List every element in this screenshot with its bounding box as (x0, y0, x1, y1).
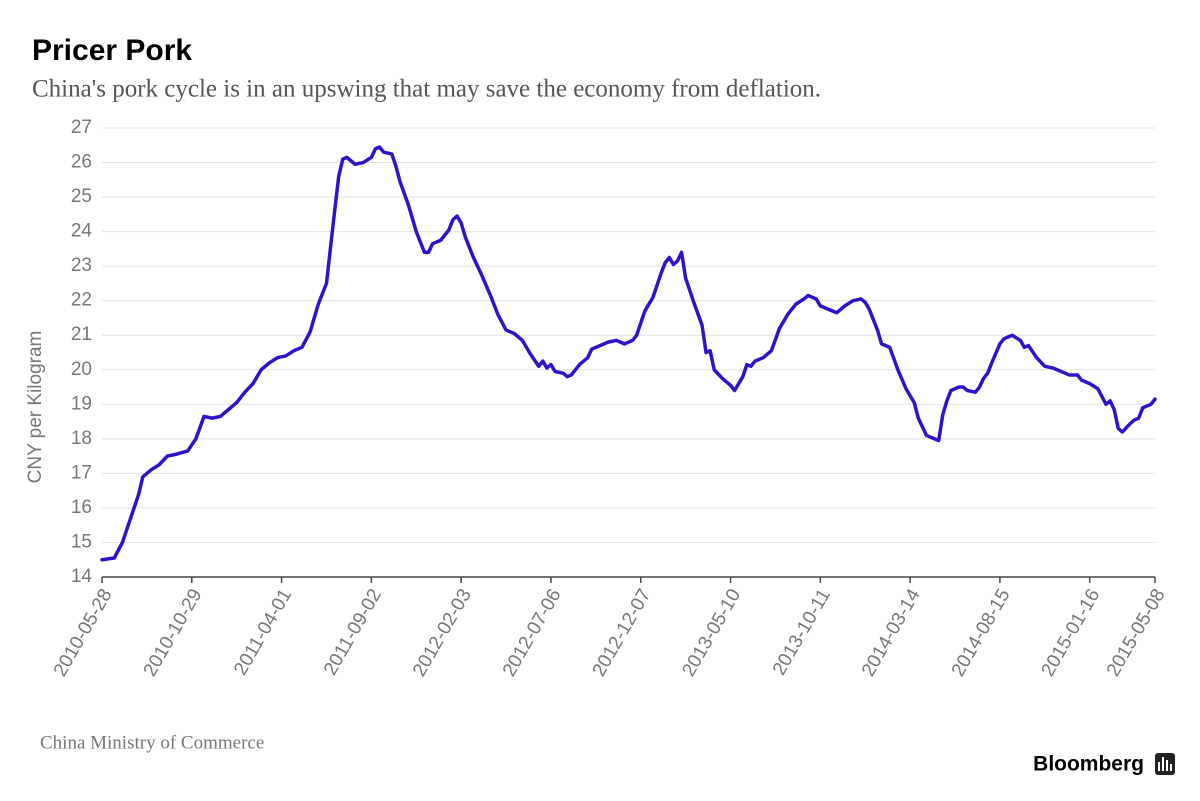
chart-title: Pricer Pork (32, 34, 192, 67)
x-tick-label: 2014-08-15 (948, 586, 1015, 681)
x-tick-label: 2011-09-02 (320, 586, 386, 679)
x-tick-label: 2013-10-11 (769, 586, 835, 679)
x-tick-label: 2015-05-08 (1103, 586, 1170, 681)
y-tick-label: 20 (71, 359, 92, 380)
y-tick-label: 24 (71, 221, 93, 242)
y-axis-title: CNY per Kilogram (25, 331, 46, 484)
chart-subtitle: China's pork cycle is in an upswing that… (32, 76, 821, 103)
y-tick-label: 16 (71, 497, 92, 518)
y-tick-label: 23 (71, 255, 92, 276)
y-tick-label: 15 (71, 531, 92, 552)
y-tick-label: 27 (71, 117, 92, 138)
y-tick-label: 17 (71, 462, 92, 483)
x-tick-label: 2015-01-16 (1038, 586, 1105, 681)
x-tick-label: 2012-07-06 (499, 586, 566, 681)
y-tick-label: 14 (71, 566, 93, 587)
source: China Ministry of Commerce (40, 732, 264, 753)
x-tick-label: 2011-04-01 (230, 586, 296, 679)
x-tick-label: 2014-03-14 (858, 585, 925, 680)
x-tick-label: 2013-05-10 (678, 586, 745, 681)
brand-icon (1155, 753, 1175, 775)
y-tick-label: 22 (71, 290, 92, 311)
y-tick-label: 19 (71, 393, 92, 414)
x-tick-label: 2010-10-29 (140, 586, 207, 681)
x-tick-label: 2012-02-03 (409, 586, 476, 681)
brand: Bloomberg (1033, 753, 1144, 776)
y-tick-label: 26 (71, 152, 92, 173)
line (100, 145, 1157, 562)
y-tick-label: 25 (71, 186, 92, 207)
y-tick-label: 21 (71, 324, 92, 345)
x-tick-label: 2012-12-07 (589, 586, 656, 681)
x-tick-label: 2010-05-28 (50, 586, 117, 681)
y-tick-label: 18 (71, 428, 92, 449)
